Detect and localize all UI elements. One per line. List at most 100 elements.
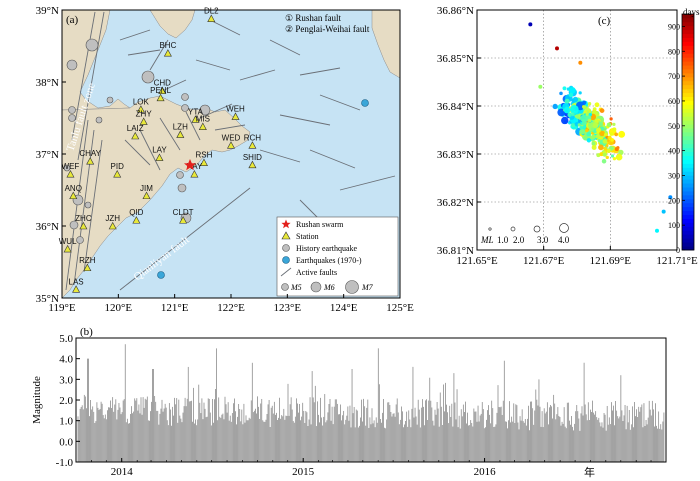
quake-point (606, 122, 612, 127)
legend-active-faults: Active faults (296, 268, 337, 277)
colorbar-segment (682, 202, 694, 208)
quake-point (591, 134, 596, 140)
c-xtick-label: 121.71°E (656, 255, 698, 267)
colorbar-tick-label: 200 (668, 196, 680, 205)
station-marker (226, 141, 236, 149)
quake-point (567, 112, 572, 118)
history-quake-marker (63, 164, 71, 172)
station-marker (231, 112, 240, 120)
history-quake-marker (176, 171, 184, 179)
fault-line (71, 11, 96, 141)
colorbar-segment (682, 151, 694, 156)
colorbar-segment (682, 124, 694, 129)
quake-point (578, 91, 582, 95)
station-marker (63, 244, 72, 253)
station-label: HAY (186, 162, 203, 171)
quake-point (572, 96, 579, 103)
colorbar-segment (682, 167, 694, 172)
colorbar-segment (682, 116, 694, 121)
recent-earthquakes (157, 99, 369, 279)
fault-line (139, 129, 161, 171)
station-marker (72, 285, 81, 293)
colorbar-segment (682, 41, 694, 46)
quake-point (559, 91, 563, 96)
station-label: CLDT (173, 208, 194, 217)
station-marker (163, 49, 172, 57)
quake-point (614, 132, 619, 137)
history-quake-marker (199, 104, 211, 116)
station-label: YTA (188, 107, 204, 116)
fault-line (309, 149, 356, 169)
history-quake-marker (76, 236, 84, 244)
station-label: BHC (159, 41, 176, 50)
colorbar-segment (682, 246, 694, 251)
colorbar-segment (682, 238, 694, 243)
legend-fault-icon (280, 267, 292, 277)
fault-line (77, 11, 105, 161)
fault-line (209, 19, 241, 36)
land-northwest (61, 9, 131, 111)
colorbar-segment (682, 163, 694, 168)
colorbar-segment (682, 92, 694, 97)
magnitude-bars (77, 344, 665, 462)
b-ytick-label: -1.0 (56, 457, 74, 469)
station-marker (207, 14, 216, 22)
history-quake-marker (68, 114, 76, 122)
history-quake-marker (68, 106, 76, 114)
quake-point (581, 121, 586, 126)
station-marker (176, 130, 185, 138)
station-marker (86, 157, 95, 165)
station-marker (79, 221, 88, 230)
history-quake-marker (141, 70, 155, 84)
quake-point (601, 158, 607, 164)
colorbar-segment (682, 76, 694, 82)
colorbar-segment (682, 84, 694, 90)
quake-point (563, 106, 571, 114)
b-ytick-label: 1.0 (59, 416, 73, 428)
colorbar-tick-label: 500 (668, 122, 680, 131)
quake-point (599, 152, 604, 157)
recent-quake-marker (361, 99, 369, 107)
a-xtick-label: 124°E (330, 302, 358, 314)
quake-point (615, 153, 623, 161)
c-xtick-label: 121.69°E (590, 255, 632, 267)
land-liaodong (149, 9, 196, 39)
station-label: ZHY (136, 110, 153, 119)
colorbar-tick-label: 400 (668, 147, 680, 156)
colorbar-segment (682, 222, 694, 227)
a-ytick-label: 38°N (36, 77, 59, 89)
c-ytick-label: 36.84°N (437, 101, 474, 113)
c-xtick-label: 121.65°E (456, 255, 498, 267)
c-xtick-label: 121.67°E (523, 255, 565, 267)
fault-line (199, 103, 233, 119)
station-label: CHAY (79, 149, 101, 158)
ml-legend-circle-4 (559, 223, 569, 233)
colorbar-segment (682, 73, 694, 78)
colorbar-segment (682, 53, 694, 58)
ml-legend-circle-3 (533, 225, 541, 233)
fault-line (319, 94, 361, 111)
panel-b-bars: -1.0 0.0 1.0 2.0 3.0 4.0 5.0 2014 2015 2016 (b) M… (31, 326, 667, 479)
quake-point (618, 149, 624, 156)
station-label: WUL (59, 237, 77, 246)
legend-station: Station (296, 232, 319, 241)
ml-legend-4: 4.0 (558, 235, 570, 245)
station-marker (113, 170, 122, 178)
quake-point (614, 147, 619, 152)
station-label: MIS (196, 115, 210, 124)
station-label: WED (222, 133, 241, 142)
station-marker (139, 117, 148, 125)
quake-point (599, 130, 605, 137)
quake-point (597, 139, 601, 143)
b-ytick-label: 3.0 (59, 374, 73, 386)
colorbar-tick-label: 600 (668, 97, 680, 106)
quake-point (594, 102, 600, 108)
station-marker (179, 216, 188, 224)
quake-point (591, 145, 597, 150)
quake-point (570, 105, 579, 114)
quake-point (586, 131, 592, 137)
history-quake-marker (66, 59, 78, 71)
station-label: QID (129, 208, 143, 217)
fault-line (73, 129, 95, 286)
